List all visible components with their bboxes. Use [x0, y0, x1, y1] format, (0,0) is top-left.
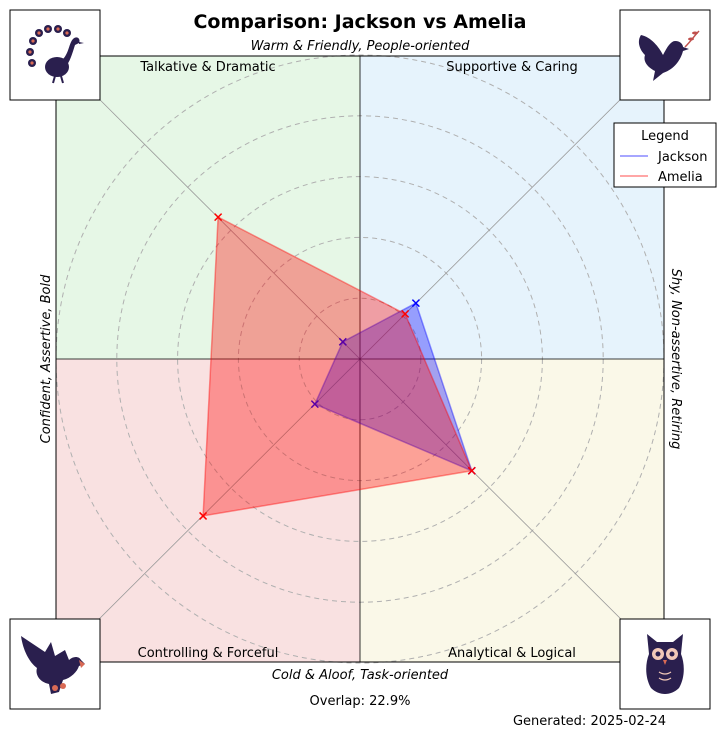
data-point-jackson [338, 337, 347, 346]
peacock-icon [9, 9, 101, 101]
chart-title: Comparison: Jackson vs Amelia [193, 11, 526, 33]
plot-frame [55, 55, 665, 663]
bottom-axis-label: Cold & Aloof, Task-oriented [272, 668, 449, 683]
quadrant-label-analytical-logical: Analytical & Logical [448, 646, 576, 661]
data-point-jackson [411, 299, 420, 308]
legend-label-jackson: Jackson [657, 150, 707, 165]
series-layer [199, 213, 476, 520]
quadrant-label-supportive-caring: Supportive & Caring [446, 60, 578, 75]
data-point-amelia [214, 213, 223, 222]
legend-title: Legend [641, 129, 689, 144]
left-axis-label: Confident, Assertive, Bold [39, 274, 54, 443]
owl-icon [619, 618, 711, 710]
eagle-icon [9, 618, 101, 710]
data-point-amelia [401, 309, 410, 318]
right-axis-label: Shy, Non-assertive, Retiring [668, 269, 683, 450]
legend: Legend Jackson Amelia [613, 122, 717, 188]
generated-date: Generated: 2025-02-24 [513, 714, 666, 729]
quadrant-label-controlling-forceful: Controlling & Forceful [138, 646, 279, 661]
legend-label-amelia: Amelia [658, 170, 703, 185]
legend-box [613, 122, 717, 188]
dove-icon [619, 9, 711, 101]
top-axis-label: Warm & Friendly, People-oriented [251, 39, 471, 54]
data-point-amelia [199, 511, 208, 520]
data-point-amelia [467, 466, 476, 475]
data-point-jackson [310, 400, 319, 409]
quadrant-label-talkative-dramatic: Talkative & Dramatic [139, 60, 275, 75]
overlap-annotation: Overlap: 22.9% [310, 694, 411, 709]
